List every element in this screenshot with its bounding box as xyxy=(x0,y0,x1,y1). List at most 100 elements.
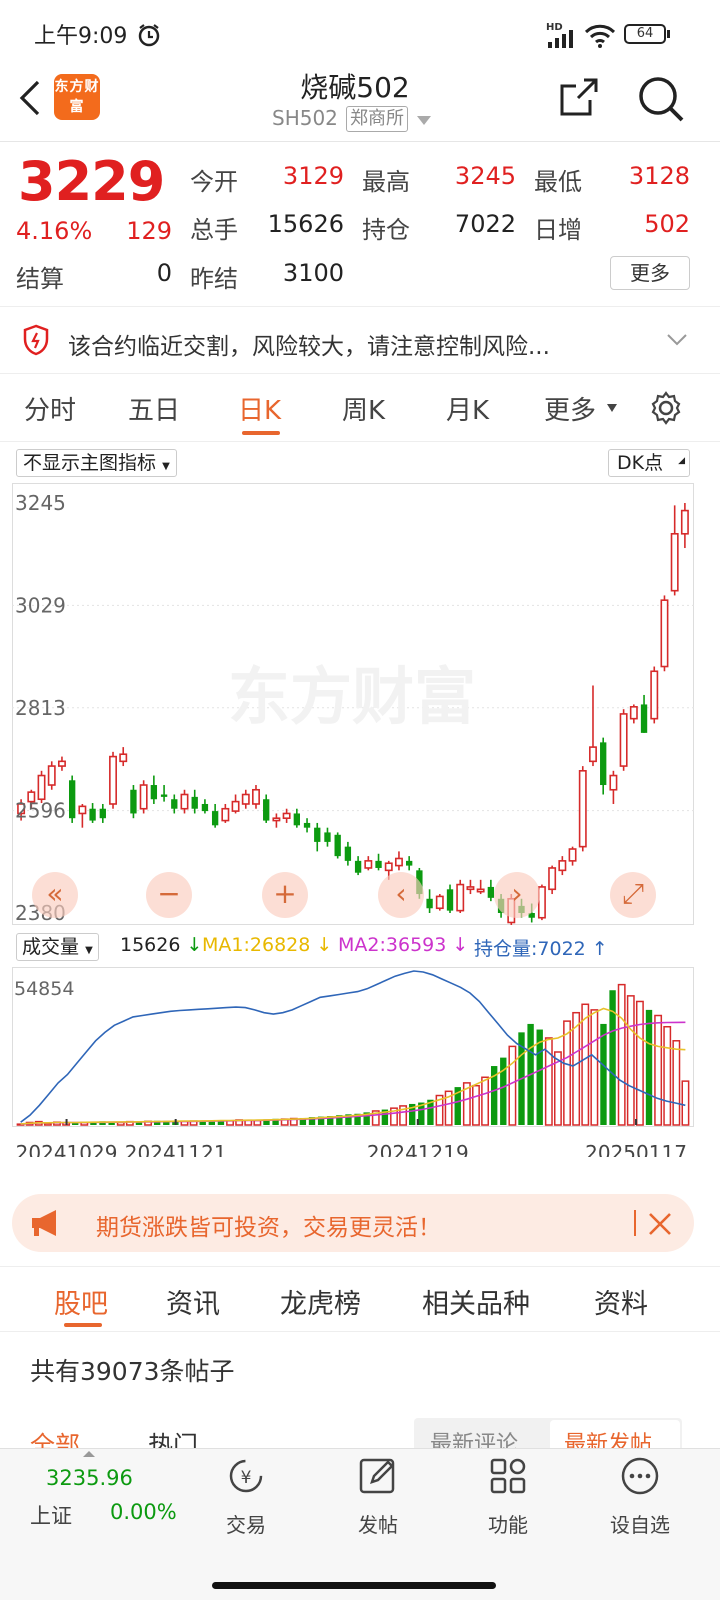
ma2-latest: 36593 xyxy=(385,934,447,956)
oi-latest: 7022 xyxy=(537,938,586,960)
search-icon[interactable] xyxy=(636,74,686,124)
functions-button[interactable]: 功能 xyxy=(458,1454,558,1538)
candle xyxy=(160,785,168,802)
caret-down-icon[interactable] xyxy=(416,114,432,126)
active-tab-indicator xyxy=(242,431,280,435)
promo-banner[interactable]: 期货涨跌皆可投资，交易更灵活！ xyxy=(12,1194,694,1252)
contract-code: SH502 xyxy=(272,106,338,130)
trade-button[interactable]: ¥ 交易 xyxy=(196,1454,296,1538)
candle xyxy=(221,803,230,823)
tab-dragon-tiger[interactable]: 龙虎榜 xyxy=(280,1289,361,1320)
index-name[interactable]: 上证 xyxy=(30,1504,72,1528)
watchlist-button[interactable]: 设自选 xyxy=(590,1454,690,1538)
candle-body xyxy=(344,846,352,861)
grid-icon xyxy=(490,1458,526,1494)
volume-indicator-select[interactable]: 成交量 ▼ xyxy=(16,933,99,961)
settings-gear-icon[interactable] xyxy=(648,390,684,426)
candle xyxy=(150,775,158,804)
close-icon[interactable] xyxy=(648,1212,672,1236)
tab-more[interactable]: 更多 xyxy=(544,396,597,426)
candle xyxy=(37,770,46,804)
candle-body xyxy=(426,898,433,909)
zoom-out-button[interactable]: − xyxy=(146,872,192,918)
candle-body xyxy=(78,805,87,815)
status-time: 上午9:09 xyxy=(34,24,128,49)
indicator-select[interactable]: 不显示主图指标 ▼ xyxy=(16,449,177,477)
tab-daily-k[interactable]: 日K xyxy=(238,396,282,426)
alarm-icon xyxy=(138,24,160,47)
candle-body xyxy=(324,832,331,842)
volume-bar xyxy=(371,1110,380,1126)
shield-alert-icon xyxy=(23,324,49,356)
low-label: 最低 xyxy=(534,168,582,196)
tab-news[interactable]: 资讯 xyxy=(166,1289,220,1320)
volume-lines xyxy=(20,970,686,1125)
index-value[interactable]: 3235.96 xyxy=(46,1466,133,1490)
candle xyxy=(660,595,669,672)
tab-weekly-k[interactable]: 周K xyxy=(342,396,386,426)
zoom-in-button[interactable]: + xyxy=(262,872,308,918)
dk-button[interactable]: DK点 ◢ xyxy=(608,449,690,477)
chart-frame xyxy=(12,483,694,925)
volume-bar xyxy=(153,1120,161,1125)
back-icon[interactable] xyxy=(16,78,42,118)
volume-bar xyxy=(672,1040,681,1126)
scroll-left-fast-button[interactable]: « xyxy=(32,872,78,918)
ma1-latest: 26828 xyxy=(249,934,311,956)
candle xyxy=(426,889,433,913)
post-button[interactable]: 发帖 xyxy=(328,1454,428,1538)
wifi-icon xyxy=(584,24,616,48)
chart-grid xyxy=(12,604,694,812)
app-logo[interactable]: 东方财富 xyxy=(54,74,100,120)
candle xyxy=(78,803,87,828)
sort-latest-post[interactable]: 最新发帖 xyxy=(564,1432,653,1448)
candle xyxy=(487,879,495,902)
active-subtab-indicator xyxy=(64,1323,102,1327)
candlestick-chart[interactable]: 东方财富 32453029281325962380 xyxy=(12,483,694,925)
index-change[interactable]: 0.00% xyxy=(110,1500,177,1524)
volume-bar xyxy=(654,1014,663,1126)
candle-body xyxy=(17,803,26,815)
risk-warning[interactable]: 该合约临近交割，风险较大，请注意控制风险... xyxy=(0,306,720,374)
candle xyxy=(456,879,465,913)
candle xyxy=(375,853,382,871)
share-icon[interactable] xyxy=(558,76,600,118)
chevron-down-icon[interactable] xyxy=(666,333,688,347)
volume-legend: 15626 ↓ xyxy=(120,934,203,956)
candle xyxy=(252,785,260,809)
logo-text: 东方财富 xyxy=(54,79,100,115)
tab-profile[interactable]: 资料 xyxy=(594,1289,648,1320)
candle xyxy=(171,794,178,814)
volume-bars xyxy=(16,983,690,1126)
tab-forum[interactable]: 股吧 xyxy=(54,1289,108,1320)
y-tick-label: 2813 xyxy=(15,696,66,720)
tab-related[interactable]: 相关品种 xyxy=(422,1289,530,1320)
sort-latest-comment[interactable]: 最新评论 xyxy=(430,1432,519,1448)
candle xyxy=(680,503,689,549)
fullscreen-button[interactable]: ⤢ xyxy=(610,872,656,918)
volume-bar xyxy=(454,1087,461,1125)
tab-intraday[interactable]: 分时 xyxy=(24,396,77,426)
scroll-left-button[interactable]: ‹ xyxy=(378,872,424,918)
filter-all[interactable]: 全部 xyxy=(30,1431,81,1448)
volume-bar xyxy=(590,1009,599,1126)
candle xyxy=(650,666,659,724)
volume-chart[interactable]: 54854 20241029 20241121 20241219 20250117 xyxy=(12,967,694,1157)
tab-monthly-k[interactable]: 月K xyxy=(446,396,490,426)
candle-body xyxy=(578,770,587,848)
candle xyxy=(334,832,341,859)
scroll-right-button[interactable]: › xyxy=(494,872,540,918)
tab-five-day[interactable]: 五日 xyxy=(128,396,181,426)
volume-bar xyxy=(299,1117,307,1125)
volume-bar xyxy=(609,990,616,1125)
y-axis-labels: 32453029281325962380 xyxy=(15,491,66,925)
candle xyxy=(364,856,373,871)
candle-body xyxy=(384,862,393,872)
candle xyxy=(619,709,628,771)
trade-icon: ¥ xyxy=(229,1459,263,1493)
filter-hot[interactable]: 热门 xyxy=(148,1431,199,1448)
candle xyxy=(314,822,321,852)
more-button[interactable]: 更多 xyxy=(610,256,690,290)
candle xyxy=(303,818,311,833)
candle-body xyxy=(406,860,413,866)
